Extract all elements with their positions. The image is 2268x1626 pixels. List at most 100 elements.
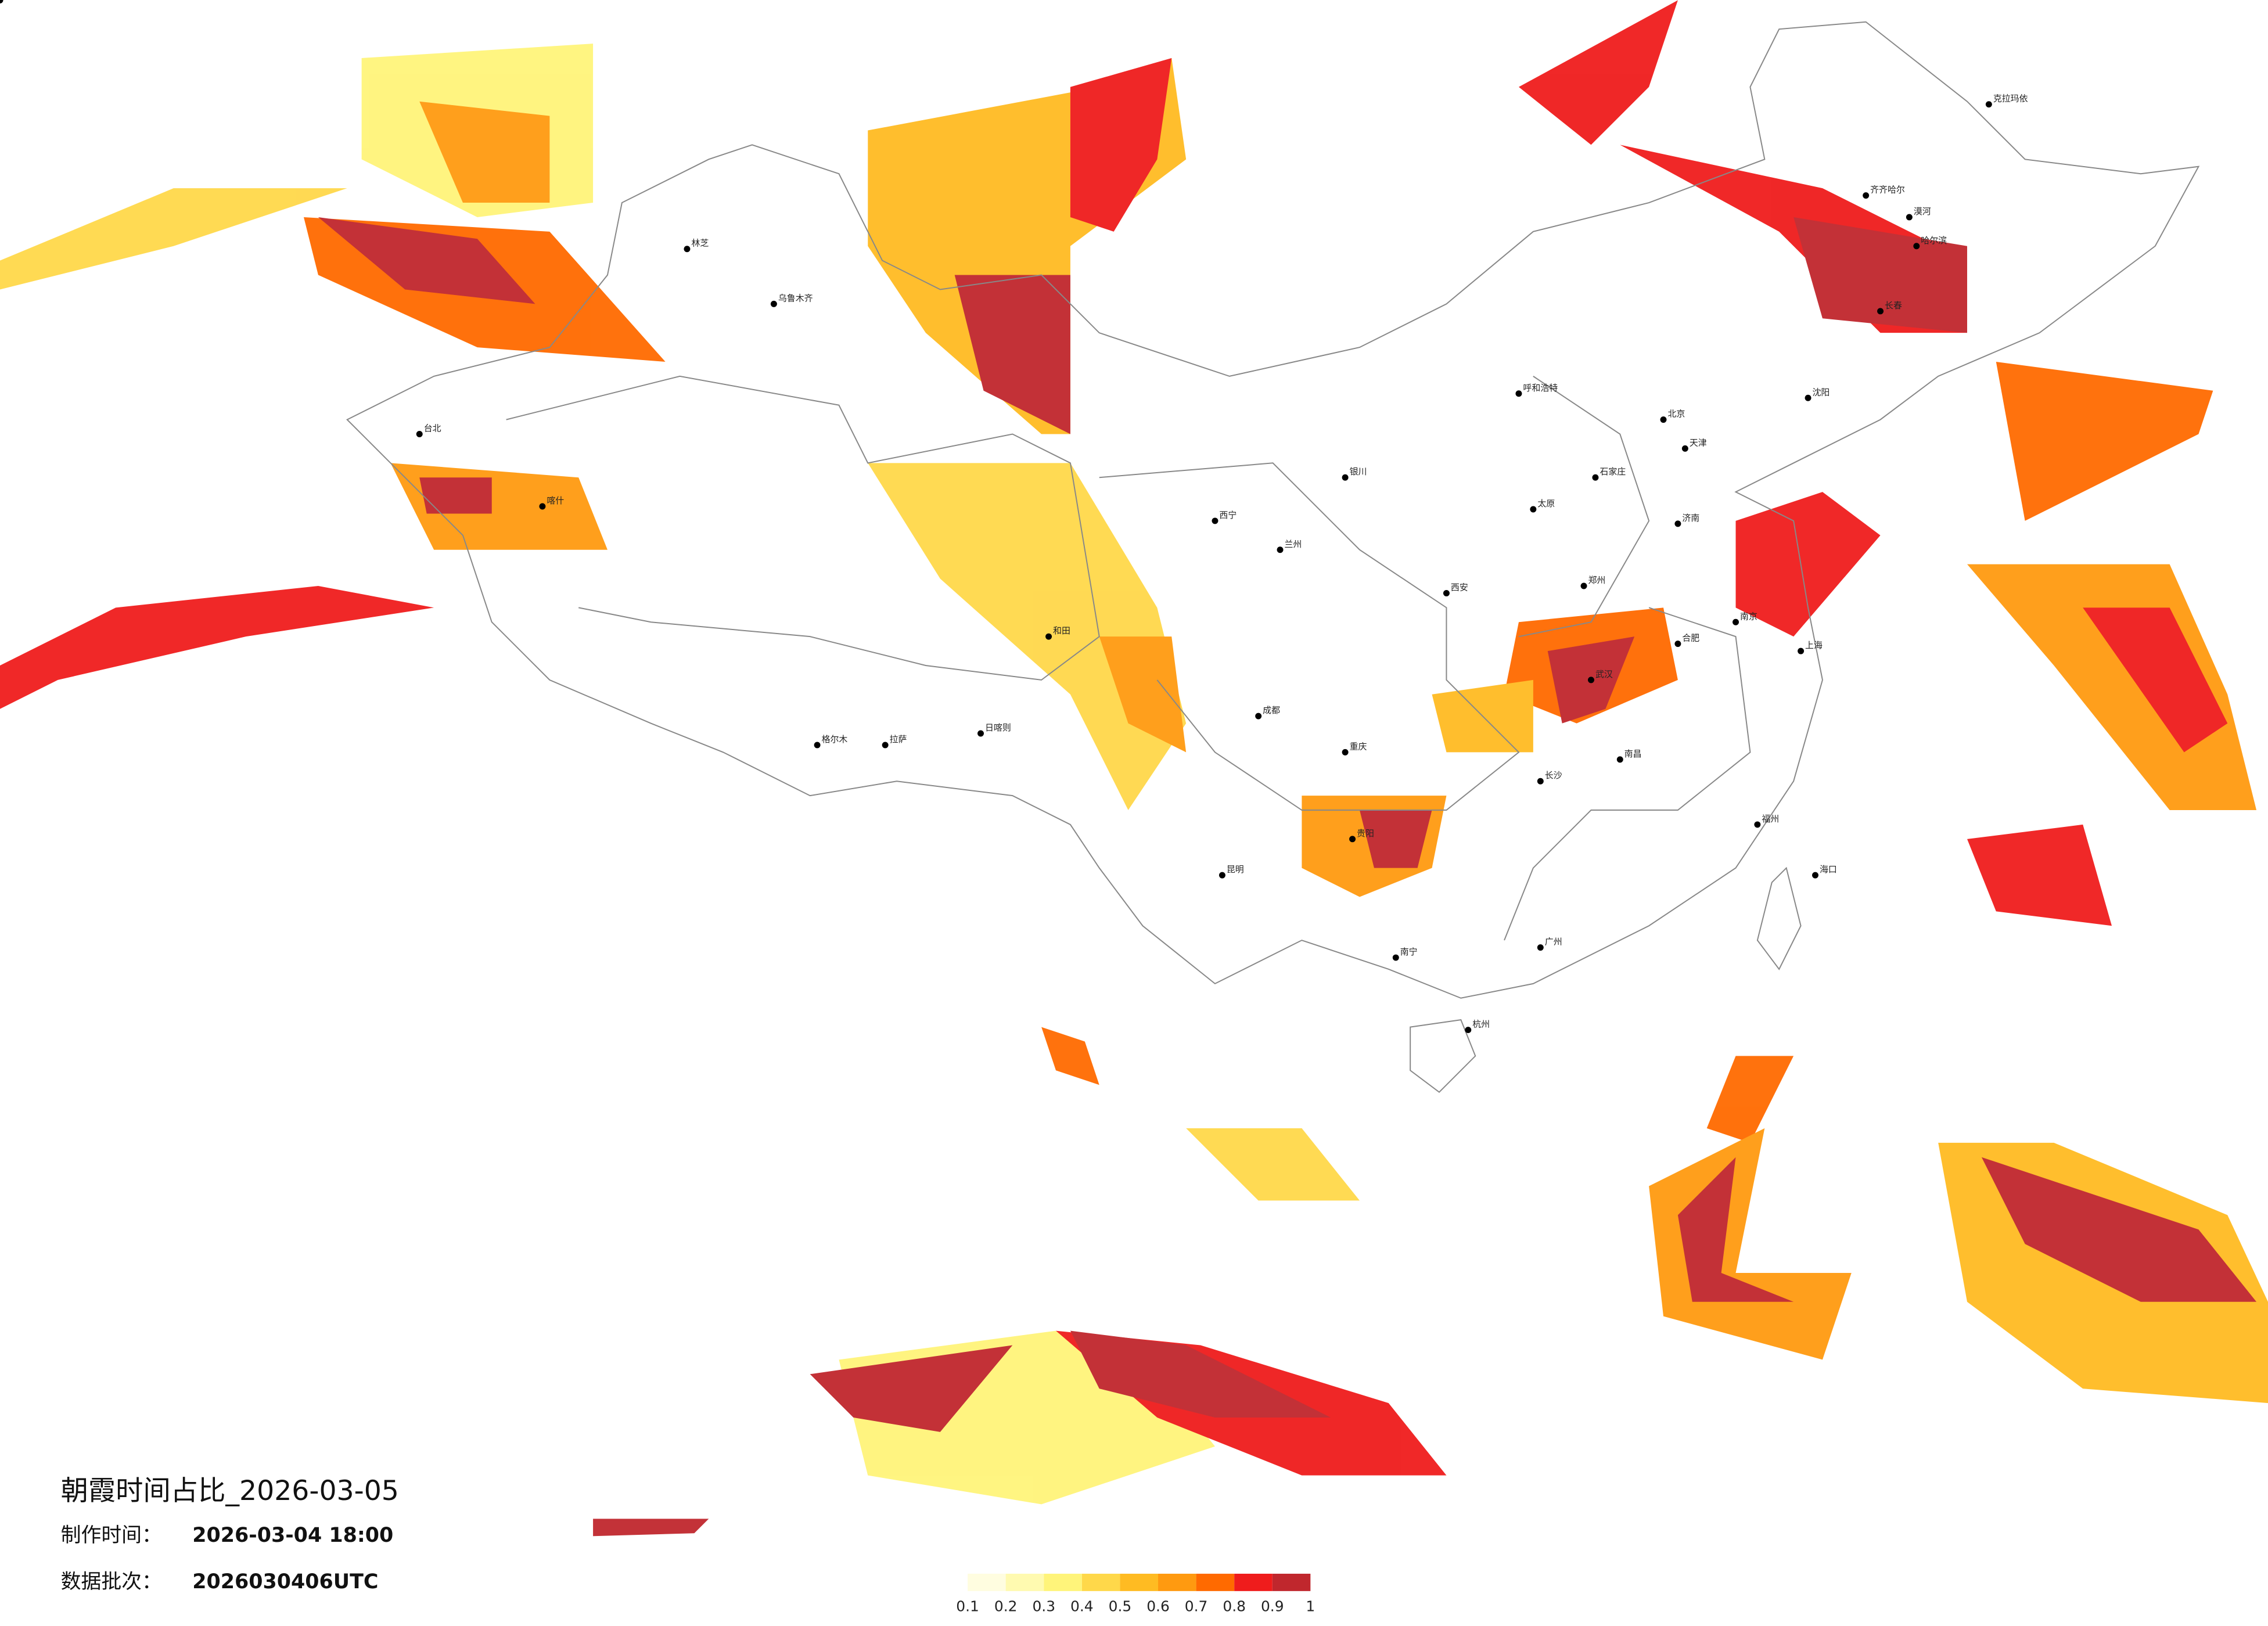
city-label: 成都 bbox=[1263, 705, 1280, 715]
city-dot bbox=[1349, 836, 1356, 843]
colorbar-label: 0.3 bbox=[1032, 1598, 1055, 1615]
city-label: 昆明 bbox=[1227, 864, 1244, 875]
colorbar-label: 1 bbox=[1306, 1598, 1315, 1615]
city-label: 长春 bbox=[1885, 300, 1902, 311]
city-dot bbox=[1530, 506, 1537, 513]
city-label: 南宁 bbox=[1400, 947, 1418, 957]
colorbar-label: 0.7 bbox=[1185, 1598, 1208, 1615]
city-label: 呼和浩特 bbox=[1523, 383, 1558, 393]
city-label: 喀什 bbox=[547, 495, 564, 506]
city-label: 哈尔滨 bbox=[1921, 235, 1947, 246]
colorbar-swatch bbox=[1044, 1573, 1082, 1591]
map-title: 朝霞时间占比_2026-03-05 bbox=[61, 1475, 399, 1507]
city-label: 克拉玛依 bbox=[1993, 93, 2028, 104]
cloud-field bbox=[0, 0, 2268, 1537]
city-label: 福州 bbox=[1762, 814, 1779, 824]
city-dot bbox=[1537, 944, 1544, 951]
colorbar-label: 0.4 bbox=[1070, 1598, 1094, 1615]
colorbar-swatch bbox=[1005, 1573, 1044, 1591]
city-dot bbox=[1754, 821, 1761, 828]
city-dot bbox=[1863, 192, 1870, 199]
city-label: 海口 bbox=[1820, 864, 1837, 875]
city-dot bbox=[1537, 778, 1544, 785]
city-dot bbox=[1681, 445, 1688, 452]
city-label: 格尔木 bbox=[822, 734, 848, 744]
city-dot bbox=[1580, 582, 1587, 589]
city-label: 拉萨 bbox=[890, 734, 907, 744]
city-label: 天津 bbox=[1690, 437, 1707, 448]
city-label: 乌鲁木齐 bbox=[778, 293, 813, 303]
city-dot bbox=[814, 742, 821, 749]
city-label: 银川 bbox=[1350, 466, 1367, 477]
colorbar-swatch bbox=[1234, 1573, 1273, 1591]
city-dot bbox=[1906, 214, 1913, 221]
city-dot bbox=[1798, 647, 1805, 654]
city-dot bbox=[1660, 416, 1667, 423]
colorbar-label: 0.5 bbox=[1109, 1598, 1132, 1615]
city-dot bbox=[1913, 243, 1920, 250]
city-dot bbox=[1592, 474, 1599, 481]
city-dot bbox=[1674, 520, 1681, 527]
city-dot bbox=[1277, 546, 1284, 553]
colorbar-label: 0.8 bbox=[1223, 1598, 1246, 1615]
colorbar-label: 0.9 bbox=[1261, 1598, 1284, 1615]
colorbar-swatch bbox=[968, 1573, 1006, 1591]
city-label: 齐齐哈尔 bbox=[1870, 185, 1905, 195]
city-dot bbox=[1255, 713, 1262, 720]
city-dot bbox=[882, 742, 889, 749]
city-label: 日喀则 bbox=[985, 722, 1011, 733]
city-label: 南京 bbox=[1740, 611, 1757, 621]
city-dot bbox=[977, 730, 984, 737]
city-label: 广州 bbox=[1545, 937, 1562, 947]
city-label: 太原 bbox=[1537, 498, 1555, 509]
colorbar-label: 0.2 bbox=[994, 1598, 1018, 1615]
city-dot bbox=[1515, 390, 1522, 397]
city-label: 贵阳 bbox=[1357, 828, 1374, 839]
city-label: 北京 bbox=[1667, 409, 1685, 419]
colorbar-swatch bbox=[1120, 1573, 1159, 1591]
city-dot bbox=[1985, 101, 1992, 108]
city-label: 西宁 bbox=[1219, 510, 1237, 520]
city-label: 武汉 bbox=[1595, 669, 1613, 679]
city-label: 长沙 bbox=[1545, 770, 1562, 780]
city-label: 南昌 bbox=[1624, 749, 1642, 759]
city-dot bbox=[1733, 618, 1739, 625]
city-label: 郑州 bbox=[1588, 575, 1605, 585]
city-label: 和田 bbox=[1053, 625, 1070, 636]
city-label: 石家庄 bbox=[1600, 466, 1626, 477]
city-label: 兰州 bbox=[1285, 539, 1302, 549]
city-dot bbox=[1342, 474, 1349, 481]
info-value: 2026030406UTC bbox=[192, 1570, 378, 1593]
city-dot bbox=[1443, 589, 1450, 596]
city-dot bbox=[1045, 633, 1052, 640]
city-dot bbox=[1616, 756, 1623, 763]
info-label: 数据批次： bbox=[61, 1570, 162, 1593]
city-dot bbox=[1219, 872, 1225, 879]
colorbar-swatch bbox=[1272, 1573, 1311, 1591]
city-label: 漠河 bbox=[1914, 206, 1931, 217]
city-dot bbox=[416, 431, 423, 437]
colorbar-label: 0.1 bbox=[956, 1598, 979, 1615]
colorbar: 0.1 0.2 0.3 0.4 0.5 0.6 0.7 0.8 0.9 1 bbox=[956, 1573, 1315, 1615]
city-dot bbox=[1392, 954, 1399, 961]
city-dot bbox=[1805, 394, 1811, 401]
colorbar-label: 0.6 bbox=[1146, 1598, 1170, 1615]
city-dot bbox=[770, 300, 777, 307]
city-dot bbox=[1465, 1027, 1472, 1034]
city-dot bbox=[1212, 517, 1219, 524]
city-dot bbox=[0, 0, 3, 3]
city-label: 林芝 bbox=[691, 238, 709, 249]
city-dot bbox=[539, 503, 546, 510]
city-dot bbox=[684, 246, 691, 253]
city-label: 沈阳 bbox=[1813, 387, 1830, 397]
city-dot bbox=[1877, 308, 1884, 315]
colorbar-swatch bbox=[1081, 1573, 1120, 1591]
city-label: 重庆 bbox=[1350, 741, 1367, 751]
info-label: 制作时间： bbox=[61, 1524, 162, 1547]
city-dot bbox=[1812, 872, 1818, 879]
city-label: 上海 bbox=[1805, 640, 1823, 650]
colorbar-swatch bbox=[1196, 1573, 1235, 1591]
info-value: 2026-03-04 18:00 bbox=[192, 1524, 393, 1547]
